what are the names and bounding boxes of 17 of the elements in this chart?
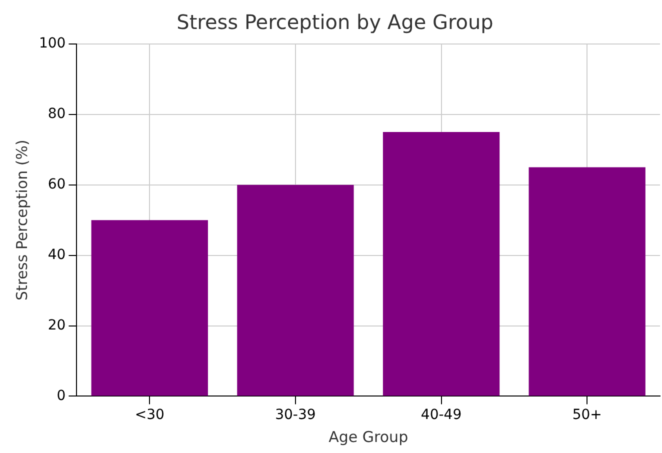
y-tick-label: 60 (48, 176, 66, 193)
x-tick-label: 50+ (572, 407, 602, 424)
y-tick-label: 80 (48, 106, 66, 122)
x-tick-label: <30 (134, 407, 164, 424)
y-tick-label: 40 (48, 246, 66, 263)
bar (91, 220, 208, 396)
bar (382, 132, 500, 396)
y-tick-label: 100 (38, 36, 66, 52)
bar (528, 167, 646, 396)
bar (237, 184, 354, 396)
x-tick-label: 40-49 (420, 407, 462, 424)
y-tick-label: 20 (48, 317, 66, 334)
x-axis-title: Age Group (328, 428, 408, 446)
chart-title: Stress Perception by Age Group (176, 10, 494, 34)
x-tick-label: 30-39 (275, 407, 316, 424)
y-axis-title: Stress Perception (%) (12, 140, 31, 301)
y-tick-label: 0 (56, 388, 66, 404)
